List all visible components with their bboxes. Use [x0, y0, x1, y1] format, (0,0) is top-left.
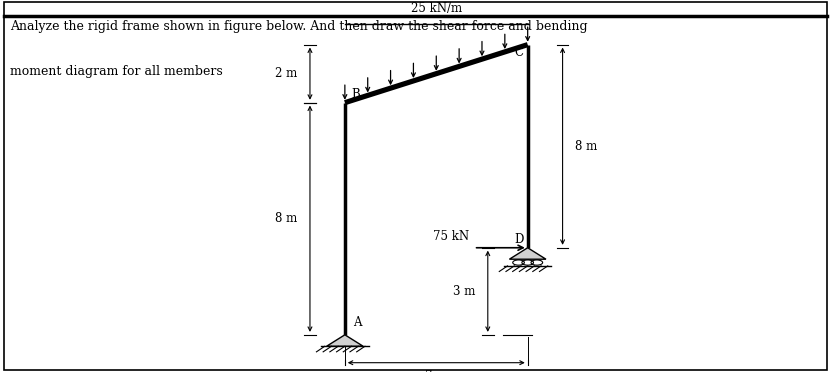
Text: 25 kN/m: 25 kN/m — [411, 2, 462, 15]
Text: 8 m: 8 m — [575, 140, 597, 153]
Text: B: B — [352, 88, 361, 101]
Text: 3 m: 3 m — [453, 285, 475, 298]
Text: D: D — [514, 233, 524, 246]
Text: A: A — [353, 316, 361, 329]
Text: 7 m: 7 m — [425, 370, 447, 372]
Text: 2 m: 2 m — [275, 67, 297, 80]
Text: Analyze the rigid frame shown in figure below. And then draw the shear force and: Analyze the rigid frame shown in figure … — [10, 20, 588, 33]
Text: 8 m: 8 m — [275, 212, 297, 225]
Text: moment diagram for all members: moment diagram for all members — [10, 65, 223, 78]
Polygon shape — [509, 248, 546, 259]
Text: C: C — [514, 46, 524, 60]
Text: 75 kN: 75 kN — [434, 230, 470, 243]
Polygon shape — [327, 335, 363, 346]
